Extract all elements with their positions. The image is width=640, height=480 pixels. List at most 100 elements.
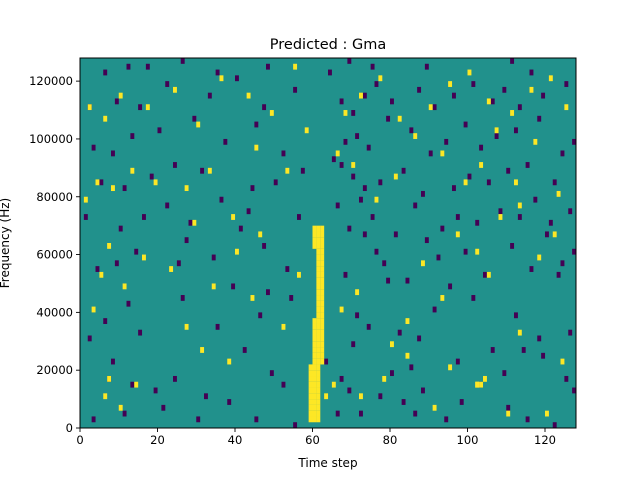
- heatmap-cell-low: [335, 410, 340, 417]
- heatmap-cell-low: [293, 86, 298, 93]
- heatmap-cell-low: [502, 86, 507, 93]
- heatmap-cell-low: [355, 133, 360, 139]
- heatmap-cell-low: [114, 98, 119, 105]
- heatmap-cell-low: [145, 63, 150, 70]
- heatmap-cell-low: [215, 69, 220, 76]
- heatmap-cell-high: [316, 260, 321, 267]
- heatmap-cell-low: [165, 202, 170, 209]
- heatmap-cell-high: [320, 260, 325, 267]
- heatmap-cell-low: [548, 219, 553, 226]
- heatmap-cell-high: [335, 150, 340, 157]
- heatmap-cell-low: [180, 58, 185, 64]
- heatmap-cell-high: [483, 375, 487, 382]
- x-tick-label: 20: [150, 433, 165, 447]
- heatmap-cell-high: [486, 271, 491, 278]
- heatmap-cell-high: [463, 179, 468, 186]
- heatmap-cell-low: [176, 260, 181, 267]
- heatmap-cell-high: [316, 248, 321, 255]
- heatmap-cell-high: [312, 323, 317, 330]
- heatmap-cell-high: [231, 214, 236, 220]
- heatmap-cell-high: [312, 231, 317, 238]
- heatmap-cell-high: [479, 381, 484, 388]
- x-tick-label: 60: [305, 433, 320, 447]
- heatmap-cell-low: [483, 271, 487, 278]
- heatmap-cell-high: [316, 312, 321, 319]
- heatmap-cell-high: [320, 323, 325, 330]
- heatmap-cell-high: [111, 185, 115, 192]
- heatmap-cell-low: [490, 98, 495, 105]
- heatmap-cell-high: [134, 381, 139, 388]
- heatmap-cell-low: [200, 167, 205, 174]
- heatmap-cell-high: [405, 352, 410, 359]
- heatmap-cell-low: [359, 410, 363, 417]
- heatmap-cell-low: [173, 375, 177, 382]
- heatmap-cell-high: [316, 225, 321, 232]
- heatmap-cell-high: [320, 335, 325, 342]
- heatmap-cell-low: [324, 358, 329, 365]
- heatmap-cell-high: [440, 295, 445, 301]
- heatmap-cell-high: [316, 358, 321, 365]
- heatmap-cell-high: [320, 225, 325, 232]
- heatmap-cell-high: [118, 92, 123, 99]
- heatmap-cell-high: [316, 266, 321, 272]
- heatmap-cell-low: [386, 115, 391, 122]
- heatmap-cell-low: [269, 370, 274, 377]
- heatmap-cell-high: [560, 358, 565, 365]
- heatmap-cell-low: [351, 110, 356, 116]
- heatmap-cell-low: [343, 138, 348, 145]
- x-tick-label: 80: [383, 433, 398, 447]
- heatmap-cell-high: [506, 410, 511, 417]
- heatmap-cell-high: [343, 110, 348, 116]
- heatmap-cell-low: [149, 173, 154, 180]
- heatmap-cell-low: [300, 167, 305, 174]
- heatmap-cell-low: [343, 271, 348, 278]
- heatmap-cell-low: [432, 306, 437, 313]
- heatmap-cell-high: [312, 225, 317, 232]
- heatmap-cell-high: [118, 404, 123, 411]
- heatmap-cell-high: [316, 318, 321, 324]
- heatmap-cell-low: [514, 312, 518, 319]
- heatmap-cell-high: [556, 190, 561, 197]
- heatmap-cell-low: [510, 58, 515, 64]
- heatmap-cell-high: [320, 243, 325, 249]
- heatmap-cell-high: [95, 179, 100, 186]
- heatmap-cell-high: [351, 162, 356, 168]
- heatmap-cell-low: [572, 248, 577, 255]
- heatmap-cell-low: [204, 393, 208, 400]
- heatmap-cell-high: [316, 231, 321, 238]
- heatmap-cell-high: [312, 318, 317, 324]
- heatmap-cell-high: [316, 416, 321, 423]
- heatmap-cell-high: [316, 387, 321, 394]
- heatmap-cell-low: [242, 347, 247, 353]
- heatmap-cell-low: [444, 138, 449, 145]
- heatmap-cell-low: [91, 144, 96, 151]
- heatmap-cell-low: [262, 243, 267, 249]
- heatmap-cell-high: [312, 364, 317, 371]
- heatmap-cell-high: [316, 243, 321, 249]
- heatmap-cell-low: [413, 202, 418, 209]
- heatmap-cell-high: [564, 104, 569, 111]
- heatmap-cell-low: [207, 92, 212, 99]
- heatmap-cell-high: [421, 260, 425, 267]
- heatmap-cell-high: [320, 341, 325, 348]
- heatmap-cell-low: [506, 404, 511, 411]
- heatmap-cell-high: [83, 196, 88, 203]
- heatmap-cell-low: [529, 266, 534, 272]
- heatmap-cell-high: [382, 375, 387, 382]
- heatmap-cell-low: [448, 283, 453, 290]
- heatmap-cell-low: [339, 98, 344, 105]
- heatmap-cell-high: [475, 248, 480, 255]
- heatmap-cell-low: [521, 347, 526, 353]
- heatmap-cell-high: [246, 92, 251, 99]
- y-tick-label: 80000: [36, 190, 73, 204]
- heatmap-cell-low: [122, 410, 127, 417]
- heatmap-cell-low: [196, 416, 201, 423]
- heatmap-cell-high: [397, 115, 402, 122]
- heatmap-cell-high: [320, 329, 325, 336]
- heatmap-cell-low: [479, 144, 484, 151]
- heatmap-cell-high: [258, 231, 263, 238]
- heatmap-cell-low: [541, 352, 546, 359]
- heatmap-cell-low: [568, 329, 573, 336]
- heatmap-cell-low: [297, 214, 301, 220]
